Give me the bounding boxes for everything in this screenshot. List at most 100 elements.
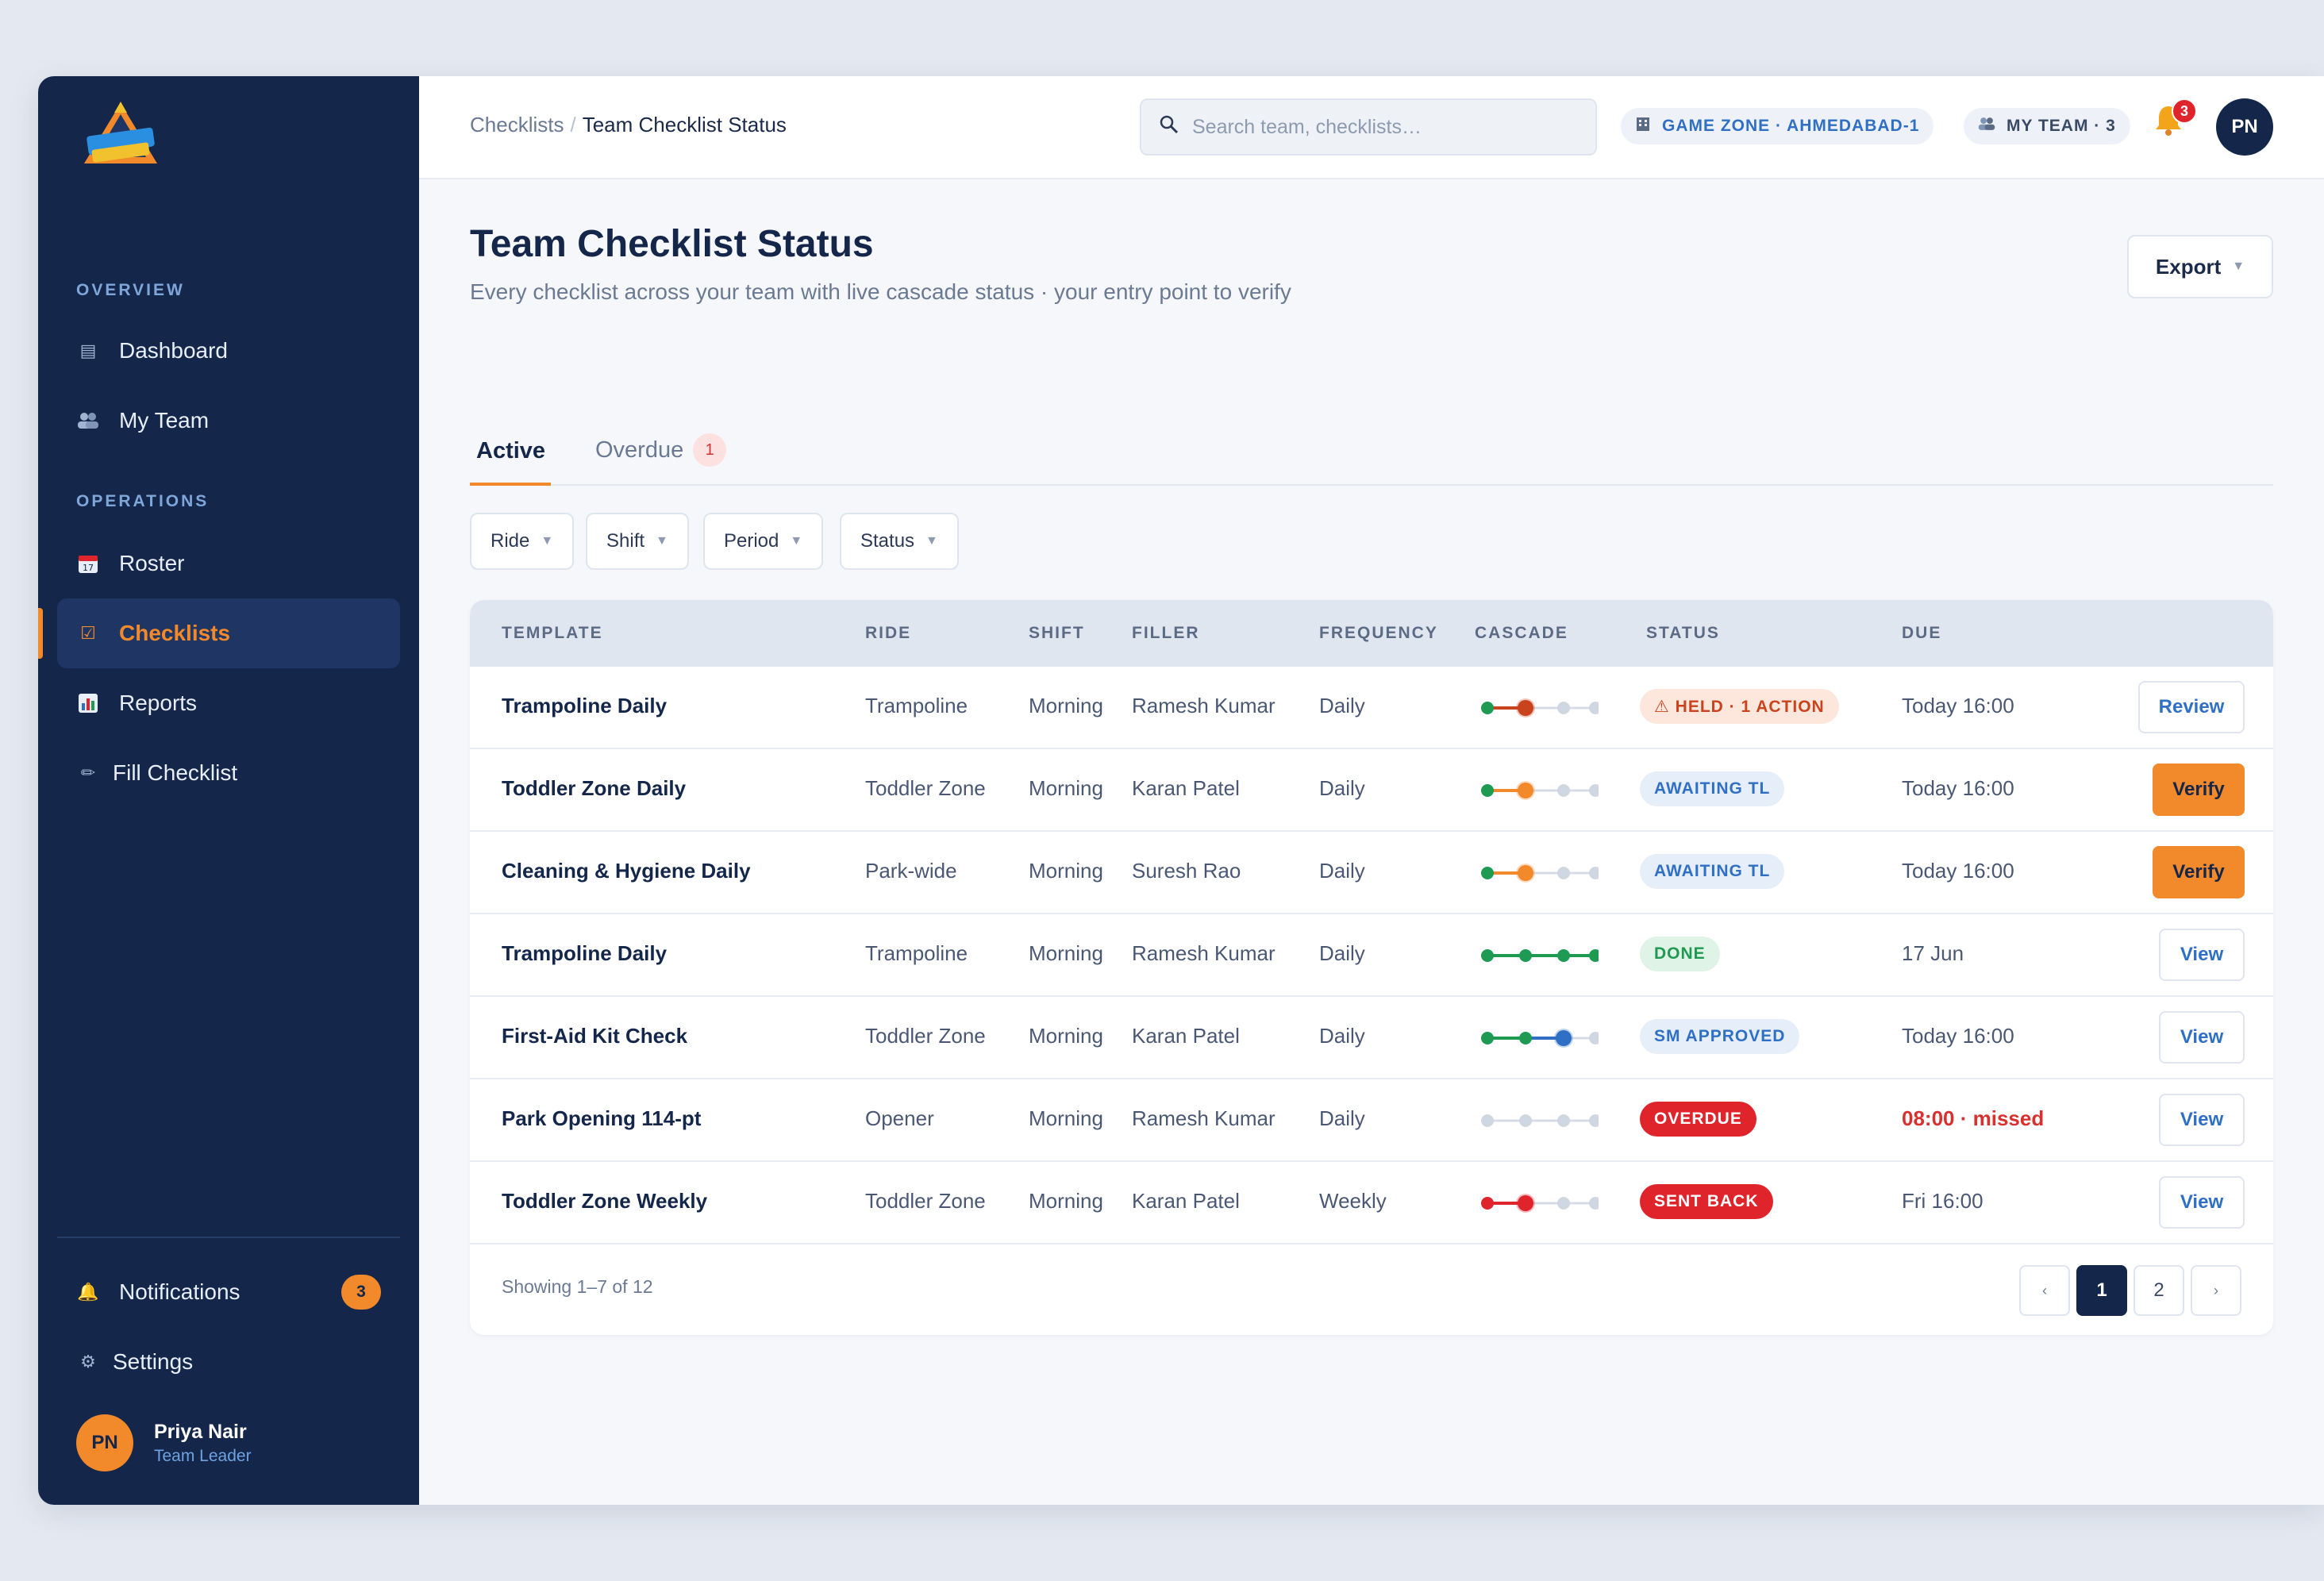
review-button[interactable]: Review: [2138, 681, 2245, 733]
avatar[interactable]: PN: [2216, 98, 2273, 156]
pagination-page-2[interactable]: 2: [2134, 1265, 2184, 1316]
pagination-page-1[interactable]: 1: [2076, 1265, 2127, 1316]
cell-filler: Karan Patel: [1132, 1024, 1240, 1048]
cascade-step: [1589, 784, 1599, 797]
table-row[interactable]: Cleaning & Hygiene Daily Park-wide Morning…: [470, 832, 2273, 914]
sidebar-item-label: Settings: [113, 1349, 194, 1374]
table-header: TEMPLATE RIDE SHIFT FILLER FREQUENCY CAS…: [470, 600, 2273, 667]
filter-shift[interactable]: Shift ▼: [586, 513, 689, 570]
status-badge: SM APPROVED: [1640, 1019, 1800, 1054]
sidebar-item-dashboard[interactable]: ▤ Dashboard: [57, 316, 400, 386]
sidebar-item-reports[interactable]: Reports: [57, 668, 400, 738]
main-content: Checklists/Team Checklist Status GAME ZO…: [419, 76, 2324, 1505]
pagination-summary: Showing 1–7 of 12: [502, 1276, 653, 1297]
zone-chip[interactable]: GAME ZONE · AHMEDABAD-1: [1621, 108, 1934, 144]
sidebar-item-fill-checklist[interactable]: ✏ Fill Checklist: [57, 738, 400, 808]
pagination-prev[interactable]: ‹: [2019, 1265, 2070, 1316]
cascade-step: [1557, 784, 1570, 797]
avatar: PN: [76, 1414, 133, 1471]
status-badge: AWAITING TL: [1640, 771, 1785, 806]
filter-label: Shift: [606, 530, 645, 552]
tab-label: Active: [476, 438, 546, 464]
cell-ride: Toddler Zone: [865, 1024, 986, 1048]
tab-overdue[interactable]: Overdue 1: [595, 433, 727, 467]
cell-shift: Morning: [1029, 694, 1103, 717]
table-row[interactable]: Toddler Zone Daily Toddler Zone Morning Kar…: [470, 749, 2273, 832]
team-chip-label: MY TEAM · 3: [2007, 117, 2116, 135]
user-role: Team Leader: [154, 1446, 252, 1465]
cascade-step: [1557, 1114, 1570, 1127]
view-button[interactable]: View: [2159, 1011, 2245, 1064]
sidebar: OVERVIEW ▤ Dashboard My Team OPERATIONS …: [38, 76, 419, 1505]
view-button[interactable]: View: [2159, 1176, 2245, 1229]
user-card[interactable]: PN Priya Nair Team Leader: [76, 1414, 252, 1471]
cell-ride: Toddler Zone: [865, 776, 986, 800]
active-indicator: [38, 608, 43, 659]
gear-icon: ⚙: [80, 1352, 96, 1371]
tab-active[interactable]: Active: [476, 438, 545, 464]
cascade-stepper: [1481, 781, 1599, 800]
cell-template: Trampoline Daily: [502, 941, 668, 965]
filter-label: Period: [724, 530, 779, 552]
filter-period[interactable]: Period ▼: [703, 513, 824, 570]
column-header: TEMPLATE: [502, 624, 603, 642]
status-badge: ⚠ HELD · 1 ACTION: [1640, 689, 1839, 724]
table-row[interactable]: First-Aid Kit Check Toddler Zone Morning Ka…: [470, 997, 2273, 1079]
sidebar-item-my-team[interactable]: My Team: [57, 386, 400, 456]
cascade-step: [1589, 1032, 1599, 1044]
cell-template: Park Opening 114-pt: [502, 1106, 702, 1130]
export-button[interactable]: Export ▼: [2127, 235, 2273, 298]
filter-ride[interactable]: Ride ▼: [470, 513, 575, 570]
breadcrumb-link-checklists[interactable]: Checklists: [470, 113, 564, 137]
column-header: DUE: [1902, 624, 1942, 642]
cell-due: Today 16:00: [1902, 1024, 2014, 1048]
section-operations: OPERATIONS: [76, 492, 210, 510]
page-title: Team Checklist Status: [470, 223, 874, 265]
pagination-next[interactable]: ›: [2191, 1265, 2241, 1316]
cell-template: Toddler Zone Daily: [502, 776, 687, 800]
cell-frequency: Daily: [1319, 1024, 1365, 1048]
cascade-step: [1516, 1194, 1535, 1213]
search-icon: [1159, 114, 1179, 140]
status-badge: AWAITING TL: [1640, 854, 1785, 889]
table-row[interactable]: Trampoline Daily Trampoline Morning Ramesh …: [470, 914, 2273, 997]
cascade-step: [1554, 1029, 1573, 1048]
cascade-step: [1481, 1114, 1494, 1127]
sidebar-item-settings[interactable]: ⚙ Settings: [57, 1327, 400, 1397]
column-header: FILLER: [1132, 624, 1200, 642]
bell-badge: 3: [2172, 98, 2197, 124]
topbar: Checklists/Team Checklist Status GAME ZO…: [419, 76, 2324, 179]
cascade-step: [1519, 1032, 1532, 1044]
table-row[interactable]: Toddler Zone Weekly Toddler Zone Morning Ka…: [470, 1162, 2273, 1244]
sidebar-item-checklists[interactable]: ☑ Checklists: [57, 598, 400, 668]
chevron-down-icon: ▼: [541, 534, 554, 548]
filter-status[interactable]: Status ▼: [840, 513, 959, 570]
cell-shift: Morning: [1029, 1024, 1103, 1048]
cell-filler: Ramesh Kumar: [1132, 941, 1276, 965]
breadcrumb: Checklists / Team Checklist Status: [470, 113, 787, 137]
cell-frequency: Daily: [1319, 941, 1365, 965]
search-box[interactable]: [1140, 98, 1597, 156]
sidebar-item-notifications[interactable]: 🔔 Notifications 3: [57, 1257, 400, 1327]
verify-button[interactable]: Verify: [2153, 764, 2245, 816]
team-chip[interactable]: MY TEAM · 3: [1964, 108, 2130, 144]
cascade-step: [1557, 949, 1570, 962]
view-button[interactable]: View: [2159, 1094, 2245, 1146]
checkbox-icon: ☑: [80, 623, 96, 643]
verify-button[interactable]: Verify: [2153, 846, 2245, 898]
svg-text:17: 17: [83, 563, 94, 573]
status-badge: DONE: [1640, 937, 1720, 971]
cell-filler: Ramesh Kumar: [1132, 694, 1276, 717]
cell-frequency: Daily: [1319, 776, 1365, 800]
view-button[interactable]: View: [2159, 929, 2245, 981]
cascade-step: [1481, 1197, 1494, 1210]
search-input[interactable]: [1192, 115, 1573, 139]
sidebar-item-roster[interactable]: 17 Roster: [57, 529, 400, 598]
column-header: CASCADE: [1475, 624, 1568, 642]
cascade-stepper: [1481, 1114, 1599, 1127]
cascade-stepper: [1481, 698, 1599, 717]
cell-filler: Suresh Rao: [1132, 859, 1241, 883]
cell-template: Cleaning & Hygiene Daily: [502, 859, 751, 883]
table-row[interactable]: Park Opening 114-pt Opener Morning Ramesh K…: [470, 1079, 2273, 1162]
table-row[interactable]: Trampoline Daily Trampoline Morning Ramesh …: [470, 667, 2273, 749]
